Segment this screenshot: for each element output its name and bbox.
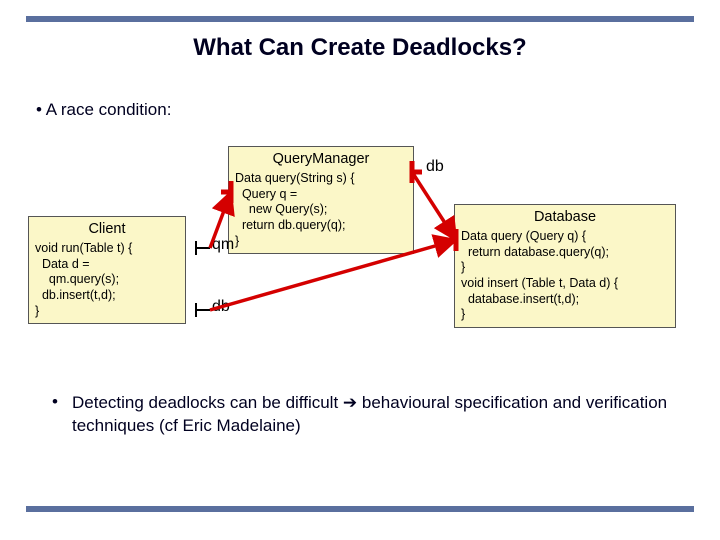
- box-client: Client void run(Table t) { Data d = qm.q…: [28, 216, 186, 324]
- port-label-qm: qm: [212, 236, 234, 254]
- bullet-detecting: Detecting deadlocks can be difficult ➔ b…: [72, 392, 680, 438]
- box-qm-title: QueryManager: [235, 150, 407, 171]
- bullet-race-condition: A race condition:: [52, 100, 171, 120]
- box-client-title: Client: [35, 220, 179, 241]
- box-db-body: Data query (Query q) { return database.q…: [461, 229, 669, 323]
- diagram-area: Client void run(Table t) { Data d = qm.q…: [18, 130, 708, 378]
- top-rule: [26, 16, 694, 22]
- port-label-db-low: db: [212, 298, 230, 316]
- bullet2-pre: Detecting deadlocks can be difficult: [72, 393, 343, 412]
- arrow-icon: ➔: [343, 393, 357, 412]
- port-label-db-top: db: [426, 158, 444, 176]
- bullet-marker-2: •: [52, 392, 58, 412]
- page-title: What Can Create Deadlocks?: [0, 34, 720, 62]
- bottom-rule: [26, 506, 694, 512]
- box-qm-body: Data query(String s) { Query q = new Que…: [235, 171, 407, 249]
- box-database: Database Data query (Query q) { return d…: [454, 204, 676, 328]
- box-querymanager: QueryManager Data query(String s) { Quer…: [228, 146, 414, 254]
- box-db-title: Database: [461, 208, 669, 229]
- box-client-body: void run(Table t) { Data d = qm.query(s)…: [35, 241, 179, 319]
